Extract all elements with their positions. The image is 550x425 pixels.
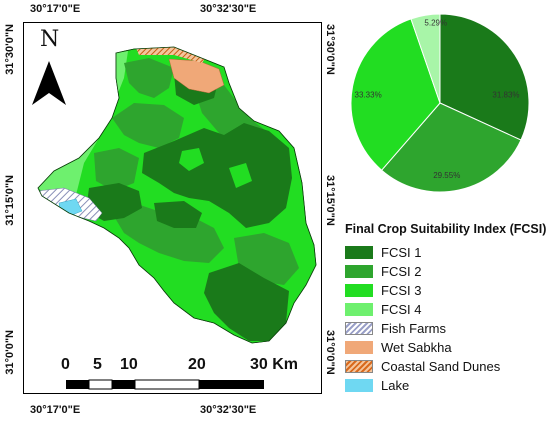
coord-right-bottom: 31°0'0"N: [324, 330, 336, 375]
zone-fcsi2-north: [124, 58, 174, 98]
pie-slice-fcsi-2: [380, 102, 522, 193]
zone-fcsi3-spot1: [179, 148, 204, 171]
legend-label: Lake: [381, 377, 410, 393]
legend-swatch: [345, 359, 373, 373]
legend-item: FCSI 1: [345, 244, 422, 260]
coord-left-mid: 31°15'0"N: [4, 175, 16, 226]
suitability-map: [32, 46, 317, 390]
zone-fcsi2-south: [109, 203, 224, 263]
pie-slice-fcsi-4: [410, 13, 441, 104]
scale-label-20: 20: [188, 356, 206, 373]
scale-label-10: 10: [120, 356, 138, 373]
zone-fcsi2-center: [112, 103, 184, 148]
zone-fcsi1-central: [142, 123, 292, 228]
legend-label: FCSI 3: [381, 282, 422, 298]
scale-label-30: 30 Km: [250, 356, 299, 373]
pie-slice-fcsi-1: [439, 13, 530, 141]
coord-top-left: 30°17'0"E: [30, 3, 81, 15]
legend-item: Coastal Sand Dunes: [345, 358, 501, 374]
zone-fcsi1-south: [204, 263, 289, 341]
coord-bottom-left: 30°17'0"E: [30, 404, 81, 416]
legend-swatch: [345, 264, 373, 278]
scale-label-0: 0: [61, 356, 70, 373]
legend-label: Fish Farms: [381, 320, 446, 336]
legend-swatch: [345, 321, 373, 335]
legend-swatch: [345, 340, 373, 354]
map-frame: N 0 5 10 20 30 Km: [23, 22, 322, 394]
legend-label: Wet Sabkha: [381, 339, 452, 355]
legend-swatch: [345, 283, 373, 297]
legend-item: FCSI 2: [345, 263, 422, 279]
legend-label: Coastal Sand Dunes: [381, 358, 501, 374]
legend-item: FCSI 4: [345, 301, 422, 317]
coord-bottom-right: 30°32'30"E: [200, 404, 257, 416]
zone-coastal-sand-dunes: [136, 47, 206, 63]
zone-fcsi1-mid: [154, 201, 202, 228]
legend-label: FCSI 4: [381, 301, 422, 317]
scale-label-5: 5: [93, 356, 102, 373]
legend-item: Fish Farms: [345, 320, 446, 336]
legend-item: Lake: [345, 377, 410, 393]
north-arrow-icon: [32, 61, 66, 105]
legend-swatch: [345, 302, 373, 316]
coord-top-right: 30°32'30"E: [200, 3, 257, 15]
legend-title: Final Crop Suitability Index (FCSI): [345, 222, 547, 236]
coord-left-top: 31°30'0"N: [4, 24, 16, 75]
legend-label: FCSI 2: [381, 263, 422, 279]
scale-bar: [66, 379, 264, 390]
legend-item: Wet Sabkha: [345, 339, 452, 355]
pie-label-fcsi-4: 5.29%: [424, 19, 447, 28]
coord-right-mid: 31°15'0"N: [324, 175, 336, 226]
pie-label-fcsi-2: 29.55%: [433, 171, 460, 180]
coord-right-top: 31°30'0"N: [324, 24, 336, 75]
pie-slice-fcsi-3: [350, 18, 441, 171]
legend-swatch: [345, 245, 373, 259]
legend-item: FCSI 3: [345, 282, 422, 298]
north-label: N: [40, 27, 60, 52]
pie-label-fcsi-1: 31.83%: [492, 91, 519, 100]
coord-left-bottom: 31°0'0"N: [4, 330, 16, 375]
zone-fcsi2-mid: [94, 148, 139, 191]
legend-label: FCSI 1: [381, 244, 422, 260]
zone-fcsi3-spot2: [229, 163, 252, 188]
pie-label-fcsi-3: 33.33%: [355, 91, 382, 100]
fcsi-pie-chart: 31.83% 29.55% 33.33% 5.29%: [350, 13, 530, 193]
legend-swatch: [345, 378, 373, 392]
region-boundary: [37, 46, 317, 344]
